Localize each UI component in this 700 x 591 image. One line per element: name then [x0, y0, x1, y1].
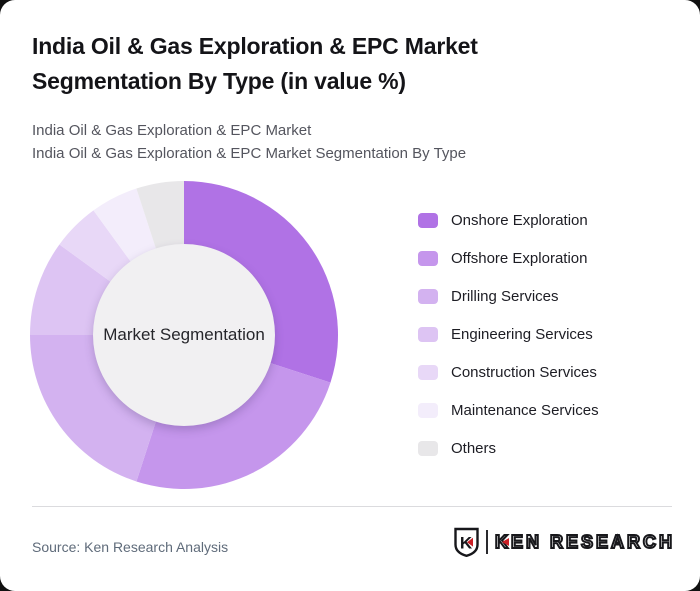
legend-swatch: [418, 402, 438, 418]
legend-swatch: [418, 250, 438, 266]
legend-item-offshore-exploration: Offshore Exploration: [418, 249, 599, 267]
legend-label: Engineering Services: [451, 325, 593, 343]
legend-swatch: [418, 212, 438, 228]
brand-text: K EN RESEARCH: [494, 531, 675, 553]
header: India Oil & Gas Exploration & EPC Market…: [32, 29, 632, 165]
legend-label: Others: [451, 439, 497, 457]
legend-label: Maintenance Services: [451, 401, 599, 419]
brand-k-letter: K: [494, 531, 511, 553]
brand-rest: EN RESEARCH: [510, 531, 675, 553]
emblem-red-triangle: [466, 537, 473, 547]
legend-item-engineering-services: Engineering Services: [418, 325, 599, 343]
subtitle-line-2: India Oil & Gas Exploration & EPC Market…: [32, 145, 467, 162]
subtitle-block: India Oil & Gas Exploration & EPC Market…: [32, 119, 632, 165]
legend-swatch: [418, 288, 438, 304]
legend-label: Drilling Services: [451, 287, 559, 305]
ken-research-shield-icon: K: [454, 527, 479, 557]
legend-item-construction-services: Construction Services: [418, 363, 599, 381]
legend-label: Onshore Exploration: [451, 211, 588, 229]
legend-item-maintenance-services: Maintenance Services: [418, 401, 599, 419]
emblem-letter: K: [460, 534, 473, 553]
donut-chart: Market Segmentation: [30, 181, 338, 489]
chart-legend: Onshore Exploration Offshore Exploration D…: [418, 211, 599, 457]
footer-divider: [32, 506, 672, 507]
legend-swatch: [418, 364, 438, 380]
page-title: India Oil & Gas Exploration & EPC Market…: [32, 33, 478, 94]
legend-item-drilling-services: Drilling Services: [418, 287, 599, 305]
source-text: Source: Ken Research Analysis: [32, 539, 229, 555]
legend-swatch: [418, 326, 438, 342]
legend-item-onshore-exploration: Onshore Exploration: [418, 211, 599, 229]
donut-center-circle: Market Segmentation: [93, 244, 275, 426]
ken-research-logo: K K EN RESEARCH: [453, 527, 675, 557]
donut-center-label: Market Segmentation: [103, 325, 265, 344]
legend-swatch: [418, 440, 438, 456]
legend-item-others: Others: [418, 439, 599, 457]
logo-divider-bar: [485, 530, 488, 554]
subtitle-line-1: India Oil & Gas Exploration & EPC Market: [32, 122, 312, 139]
legend-label: Construction Services: [451, 363, 597, 381]
legend-label: Offshore Exploration: [451, 249, 588, 267]
